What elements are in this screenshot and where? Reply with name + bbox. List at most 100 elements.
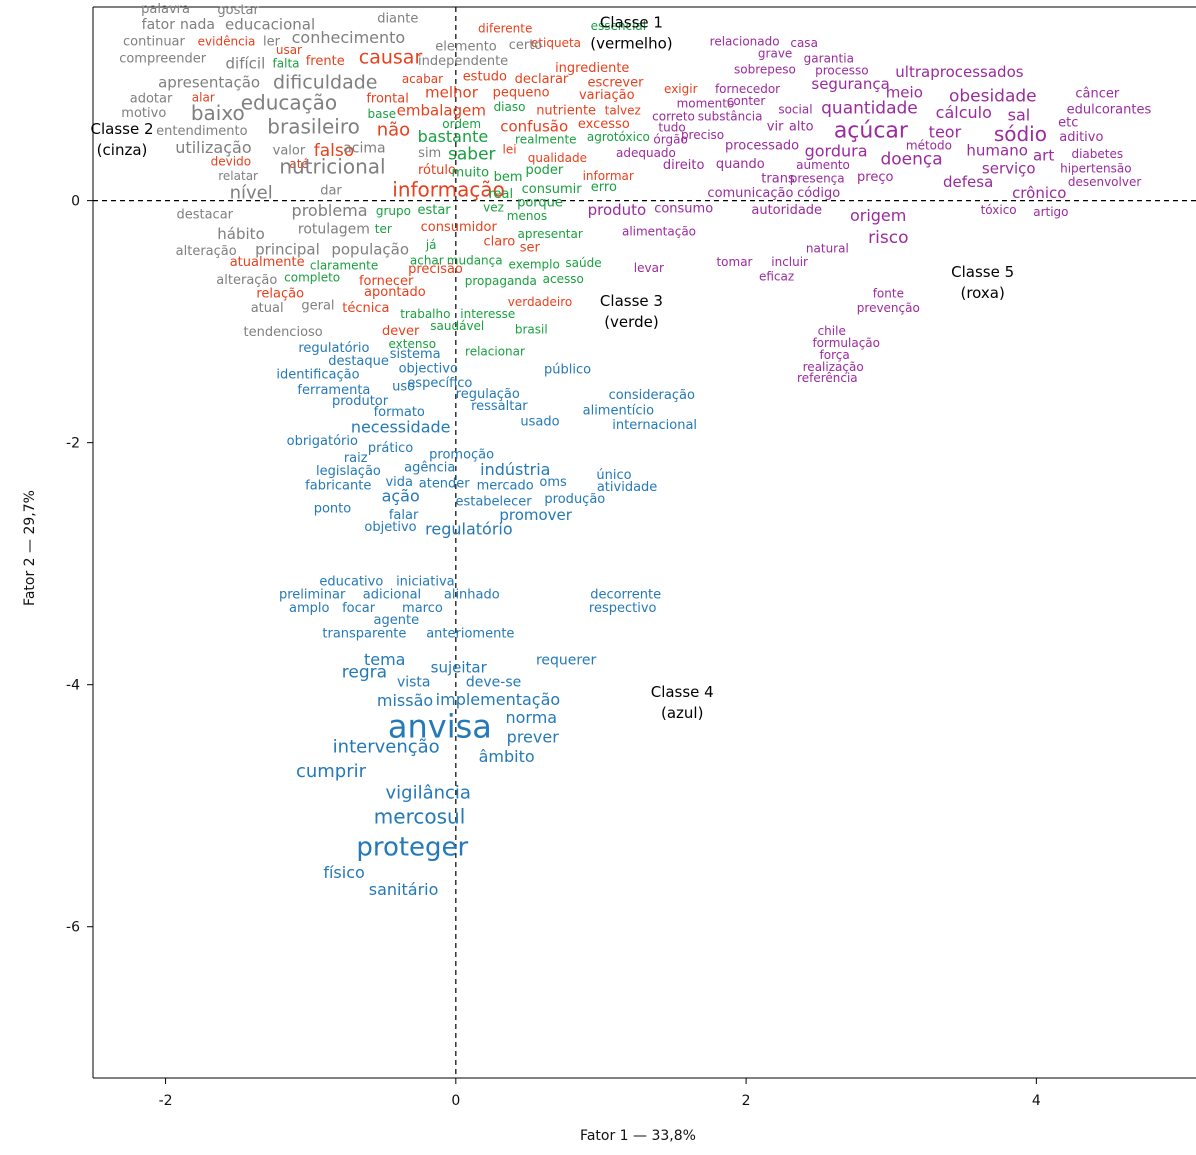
- word-point-class-1: acabar: [402, 72, 443, 86]
- word-point-class-4: oms: [539, 475, 567, 490]
- word-point-class-1: usar: [276, 43, 302, 57]
- word-point-class-5: doença: [880, 149, 942, 169]
- word-point-class-5: tóxico: [981, 203, 1017, 217]
- word-point-class-4: preliminar: [279, 588, 346, 603]
- word-point-class-2: valor: [273, 144, 306, 159]
- class-label-4: (azul): [661, 704, 703, 722]
- word-point-class-1: diferente: [478, 21, 532, 35]
- word-point-class-3: claramente: [310, 258, 378, 272]
- word-point-class-2: destacar: [176, 208, 233, 223]
- word-point-class-1: consumidor: [421, 220, 498, 235]
- word-point-class-2: alteração: [176, 244, 237, 259]
- word-point-class-2: entendimento: [156, 124, 247, 139]
- word-point-class-5: casa: [790, 36, 818, 50]
- word-point-class-5: prevenção: [857, 301, 920, 315]
- word-point-class-5: eficaz: [759, 269, 794, 283]
- word-point-class-5: hipertensão: [1060, 162, 1132, 176]
- x-axis-title: Fator 1 — 33,8%: [580, 1128, 696, 1144]
- y-tick-label: -6: [66, 920, 80, 936]
- word-point-class-3: trabalho: [400, 307, 450, 321]
- word-point-class-4: norma: [505, 708, 557, 727]
- word-point-class-5: tomar: [716, 255, 752, 269]
- x-tick-label: 2: [742, 1093, 751, 1109]
- word-point-class-1: frente: [306, 54, 345, 69]
- word-point-class-4: obrigatório: [287, 434, 358, 449]
- word-point-class-1: fornecer: [359, 274, 414, 289]
- word-point-class-3: mudança: [447, 254, 503, 268]
- word-point-class-4: anteriomente: [426, 626, 514, 641]
- word-point-class-3: vez: [483, 200, 504, 214]
- word-point-class-5: segurança: [811, 75, 889, 93]
- word-point-class-4: raiz: [344, 451, 368, 466]
- word-point-class-1: precisão: [408, 262, 463, 277]
- word-point-class-2: nutricional: [279, 154, 385, 178]
- word-point-class-2: educação: [241, 90, 337, 114]
- word-point-class-4: prever: [507, 727, 560, 746]
- word-point-class-5: órgão: [653, 133, 687, 147]
- word-point-class-5: processo: [815, 64, 868, 78]
- word-point-class-4: deve-se: [466, 674, 521, 690]
- word-point-class-4: implementação: [436, 690, 561, 709]
- word-point-class-4: iniciativa: [396, 574, 455, 589]
- word-point-class-5: autoridade: [751, 203, 822, 218]
- word-point-class-4: requerer: [536, 652, 596, 668]
- word-point-class-2: dar: [320, 183, 342, 198]
- word-point-class-5: social: [778, 102, 812, 116]
- word-point-class-4: educativo: [319, 574, 383, 589]
- word-point-class-1: confusão: [500, 117, 568, 135]
- word-point-class-5: gordura: [805, 142, 868, 161]
- word-point-class-3: propaganda: [465, 274, 537, 288]
- word-point-class-3: ordem: [442, 117, 481, 131]
- y-tick-label: 0: [71, 194, 80, 210]
- word-point-class-2: educacional: [225, 16, 315, 34]
- word-point-class-3: já: [425, 238, 437, 252]
- word-point-class-5: quando: [716, 157, 765, 172]
- word-point-class-4: mercado: [477, 479, 534, 494]
- word-point-class-3: ter: [375, 222, 392, 236]
- word-point-class-5: formulação: [812, 336, 880, 350]
- word-point-class-2: população: [331, 241, 409, 259]
- word-point-class-2: ler: [263, 35, 281, 50]
- word-point-class-5: fonte: [873, 286, 904, 300]
- word-point-class-5: diabetes: [1071, 147, 1123, 161]
- word-point-class-2: conhecimento: [292, 28, 406, 47]
- word-point-class-4: regra: [342, 663, 387, 683]
- word-point-class-4: agente: [374, 613, 420, 628]
- word-point-class-2: elemento: [435, 39, 497, 54]
- word-point-class-2: sim: [418, 146, 441, 161]
- word-point-class-5: realização: [803, 360, 864, 374]
- word-point-class-3: saúde: [565, 256, 601, 270]
- word-point-class-5: alto: [789, 119, 814, 134]
- word-point-class-5: garantia: [804, 52, 854, 66]
- word-point-class-1: informação: [392, 177, 505, 201]
- word-point-class-5: força: [820, 348, 850, 362]
- word-point-class-4: intervenção: [333, 737, 440, 758]
- word-point-class-5: consumo: [654, 202, 713, 217]
- word-point-class-4: sanitário: [369, 880, 439, 899]
- class-label-1: Classe 1: [600, 14, 663, 32]
- word-point-class-5: relacionado: [710, 35, 780, 49]
- word-point-class-1: evidência: [198, 35, 256, 49]
- word-point-class-5: correto: [652, 110, 695, 124]
- word-point-class-1: dever: [382, 324, 420, 339]
- word-point-class-4: ferramenta: [297, 383, 370, 398]
- word-point-class-1: até: [289, 157, 308, 171]
- word-point-class-4: produção: [544, 492, 605, 507]
- word-point-class-1: relação: [256, 286, 304, 301]
- word-point-class-3: completo: [284, 271, 340, 285]
- word-point-class-5: meio: [886, 83, 923, 101]
- word-point-class-5: ultraprocessados: [895, 63, 1023, 81]
- word-point-class-1: atualmente: [230, 255, 305, 270]
- word-point-class-4: formato: [374, 405, 425, 420]
- word-point-class-3: bem: [494, 170, 523, 185]
- word-point-class-5: serviço: [982, 160, 1036, 178]
- word-point-class-4: falar: [389, 508, 419, 523]
- class-label-2: Classe 2: [91, 120, 154, 138]
- word-point-class-4: vida: [385, 475, 413, 490]
- word-point-class-2: rotulagem: [298, 222, 370, 238]
- word-point-class-5: tudo: [658, 121, 685, 135]
- word-point-class-4: ressaltar: [471, 399, 528, 414]
- word-point-class-1: devido: [211, 154, 251, 168]
- word-point-class-3: diaso: [494, 100, 526, 114]
- y-tick-label: -2: [66, 436, 80, 452]
